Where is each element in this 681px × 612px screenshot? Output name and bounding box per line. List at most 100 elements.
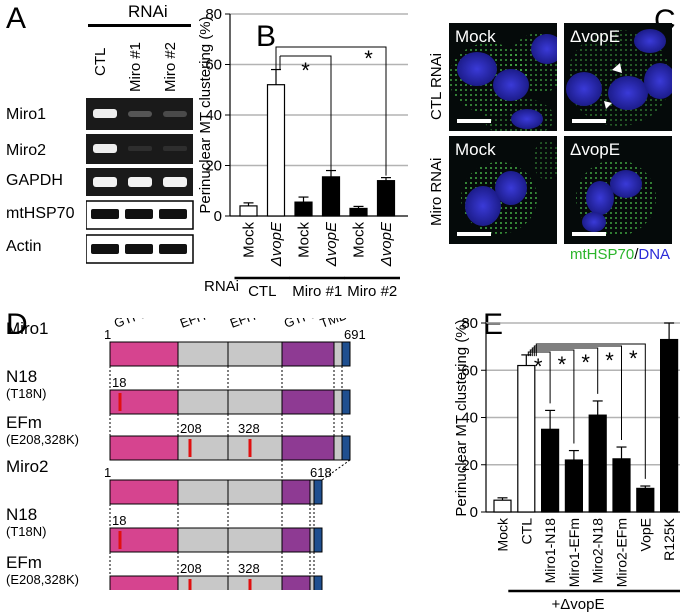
construct-name: EFm — [6, 553, 42, 572]
x-tick-label: CTL — [518, 518, 534, 545]
construct-name: N18 — [6, 367, 37, 386]
domain-segment — [341, 435, 351, 461]
bar — [321, 176, 341, 217]
domain-label: EFH-I — [178, 318, 215, 331]
domain-segment — [177, 435, 229, 461]
sig-star: * — [605, 348, 614, 373]
nucleus — [582, 212, 606, 232]
domain-segment — [109, 341, 179, 367]
y-tick-label: 20 — [205, 158, 222, 175]
residue-number: 1 — [104, 327, 111, 342]
scale-bar — [572, 232, 606, 236]
construct-subtitle: (T18N) — [6, 386, 46, 401]
stain-sep: / — [634, 246, 639, 263]
arrowhead-icon — [604, 101, 612, 109]
rnai-header-line — [88, 24, 191, 27]
sig-bracket — [527, 351, 551, 404]
nucleus — [511, 109, 543, 129]
nucleus — [634, 29, 666, 53]
domain-segment — [341, 341, 351, 367]
nucleus — [465, 186, 501, 226]
sig-star: * — [301, 58, 310, 83]
mutation-mark — [118, 393, 122, 411]
scale-bar — [457, 119, 491, 123]
sig-star: * — [364, 46, 373, 71]
construct-subtitle: (E208,328K) — [6, 432, 79, 447]
domain-segment — [227, 479, 283, 505]
panel-letter-d: D — [6, 308, 28, 341]
domain-segment — [281, 389, 335, 415]
domain-segment — [177, 527, 229, 553]
residue-number: 18 — [112, 375, 126, 390]
mutation-mark — [248, 579, 252, 590]
footer-label: +ΔvopE — [552, 596, 605, 612]
domain-segment — [109, 575, 179, 590]
micrograph-label: ΔvopE — [570, 140, 621, 159]
domain-segment — [341, 389, 351, 415]
bar — [588, 414, 607, 513]
residue-number: 618 — [310, 465, 332, 480]
row-label-miro-rnai: Miro RNAi — [428, 157, 445, 226]
lane-label-ctl: CTL — [92, 47, 109, 76]
sig-bracket — [275, 46, 387, 176]
bar — [660, 338, 679, 513]
x-tick-label: Miro2-EFm — [614, 518, 630, 587]
x-tick-label: Miro1-EFm — [566, 518, 582, 587]
domain-segment — [309, 575, 315, 590]
y-tick-label: 80 — [205, 6, 222, 23]
domain-segment — [109, 479, 179, 505]
sig-star: * — [581, 350, 590, 375]
bar — [239, 205, 258, 217]
guide-line — [321, 459, 351, 481]
bar — [564, 459, 583, 513]
y-tick-label: 0 — [470, 504, 478, 521]
domain-segment — [177, 575, 229, 590]
y-tick-label: 40 — [461, 410, 478, 427]
x-tick-label: ΔvopE — [378, 221, 395, 267]
residue-number: 328 — [238, 561, 260, 576]
sig-bracket — [280, 55, 332, 171]
nucleus — [531, 34, 557, 64]
mutation-mark — [248, 439, 252, 457]
band-miro1-m1 — [128, 111, 152, 117]
nucleus — [644, 63, 672, 99]
mutation-mark — [188, 579, 192, 590]
domain-segment — [227, 435, 283, 461]
band-gapdh-m2 — [163, 177, 187, 187]
nucleus — [566, 72, 602, 106]
nucleus — [586, 181, 614, 215]
band-miro2-m1 — [128, 146, 152, 151]
x-tick-label: Miro1-N18 — [542, 518, 558, 584]
sig-bracket — [531, 347, 599, 394]
band-miro1-ctl — [93, 109, 117, 118]
band-mthsp70-ctl — [91, 209, 119, 219]
bar — [612, 458, 631, 513]
construct-name: Miro1 — [6, 319, 49, 338]
lane-label-miro2: Miro #2 — [162, 41, 179, 92]
scale-bar — [572, 119, 606, 123]
construct-subtitle: (E208,328K) — [6, 572, 79, 587]
scale-bar — [457, 232, 491, 236]
micrograph-label: ΔvopE — [570, 27, 621, 46]
domain-segment — [227, 575, 283, 590]
domain-segment — [333, 341, 343, 367]
band-actin-ctl — [91, 244, 119, 254]
band-miro2-m2 — [163, 146, 187, 151]
band-miro1-m2 — [163, 111, 187, 117]
x-tick-label: ΔvopE — [323, 221, 340, 267]
construct-subtitle: (T18N) — [6, 524, 46, 539]
lane-label-miro1: Miro #1 — [127, 41, 144, 92]
gel-images — [86, 98, 194, 264]
group-label: Miro #1 — [292, 283, 342, 300]
residue-number: 208 — [180, 561, 202, 576]
domain-label: EFH-II — [228, 318, 268, 331]
domain-segment — [281, 575, 311, 590]
x-tick-label: Mock — [495, 517, 511, 551]
panel-letter-b: B — [256, 20, 277, 53]
domain-segment — [333, 435, 343, 461]
group-label: Miro #2 — [347, 283, 397, 300]
stain-legend: mtHSP70/DNA — [570, 246, 670, 263]
y-tick-label: 0 — [214, 208, 222, 225]
nucleus — [495, 171, 527, 205]
